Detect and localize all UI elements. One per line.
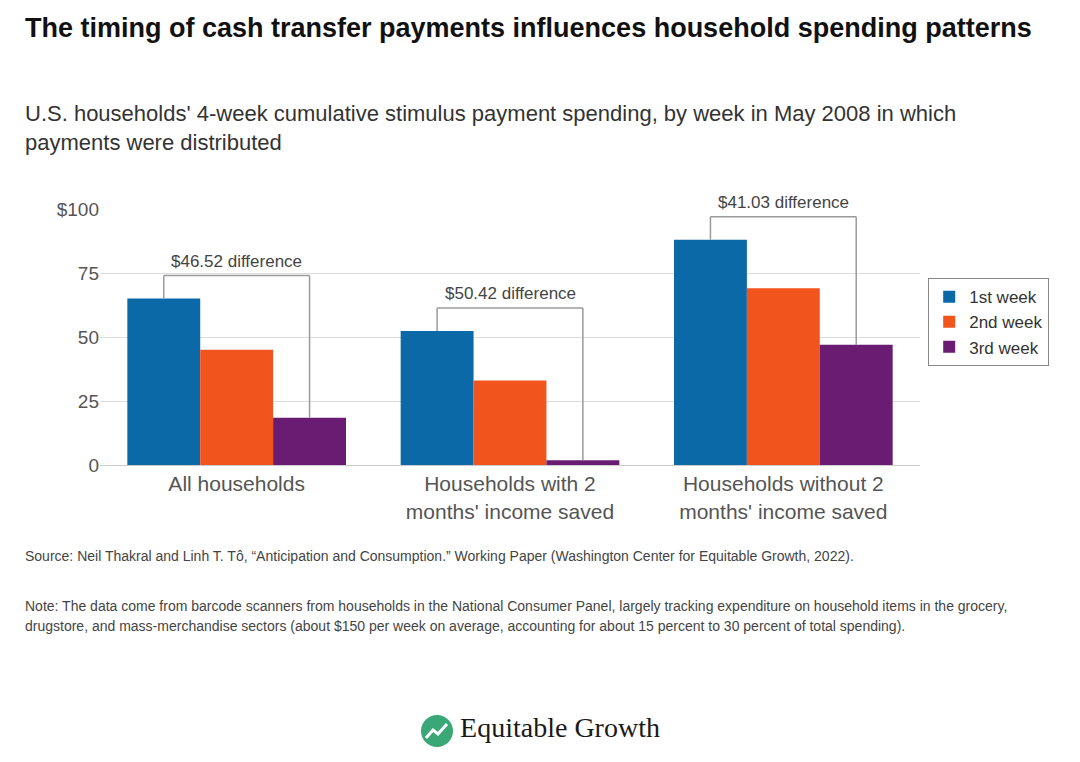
svg-text:All households: All households <box>168 472 305 495</box>
svg-text:50: 50 <box>78 327 99 348</box>
html-text:Source: Neil Thakral and Linh: Source: Neil Thakral and Linh T. Tô, “An… <box>25 548 854 564</box>
svg-text:2nd week: 2nd week <box>969 313 1042 332</box>
svg-text:$100: $100 <box>57 199 99 220</box>
svg-text:25: 25 <box>78 391 99 412</box>
svg-text:$46.52 difference: $46.52 difference <box>171 252 302 271</box>
html-text:The timing of cash transfer pa: The timing of cash transfer payments inf… <box>25 13 1032 43</box>
html-text:U.S. households' 4-week cumula: U.S. households' 4-week cumulative stimu… <box>25 101 957 155</box>
svg-text:Households with 2months' incom: Households with 2months' income saved <box>406 472 614 522</box>
html-text:Equitable Growth: Equitable Growth <box>460 712 660 743</box>
html-text:Note: The data come from barco: Note: The data come from barcode scanner… <box>25 598 1008 635</box>
svg-text:75: 75 <box>78 263 99 284</box>
svg-text:0: 0 <box>88 455 99 476</box>
svg-text:$50.42 difference: $50.42 difference <box>445 284 576 303</box>
svg-text:Households without 2months' in: Households without 2months' income saved <box>679 472 887 522</box>
svg-text:$41.03 difference: $41.03 difference <box>718 193 849 212</box>
svg-text:3rd week: 3rd week <box>969 339 1038 358</box>
svg-text:1st week: 1st week <box>969 288 1037 307</box>
